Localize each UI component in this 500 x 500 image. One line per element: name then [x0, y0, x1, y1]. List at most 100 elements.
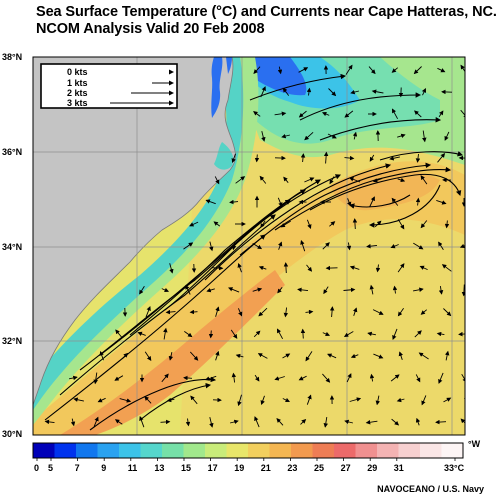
legend-arrows — [110, 69, 174, 106]
current-vector — [276, 328, 283, 340]
map-area — [33, 57, 474, 435]
current-vector — [254, 374, 260, 382]
inner-shelf — [33, 57, 244, 410]
current-vector — [418, 352, 429, 360]
colorbar-cell — [119, 443, 141, 458]
current-vector — [252, 287, 263, 292]
colorbar-label: 5 — [48, 463, 53, 473]
current-vector — [144, 351, 152, 361]
current-vector — [305, 309, 314, 315]
longitude-unit-label: °W — [468, 439, 481, 449]
current-vector — [229, 419, 239, 425]
current-vector — [375, 264, 381, 273]
colorbar-tick-labels: 0 5 7 9 11 13 15 17 19 21 23 25 27 29 31 33°C — [34, 458, 465, 473]
current-vector — [414, 110, 422, 118]
legend-label-0kts: 0 kts — [67, 67, 88, 77]
current-vector — [421, 395, 427, 406]
current-vector — [235, 353, 244, 359]
current-vector — [420, 220, 428, 229]
current-vector — [369, 196, 375, 208]
colorbar-cell — [269, 443, 292, 458]
current-vector — [391, 67, 398, 73]
current-vector — [323, 151, 329, 164]
current-vector — [391, 108, 398, 120]
current-vector — [215, 350, 220, 361]
current-vector — [344, 419, 354, 425]
current-vector — [350, 89, 360, 95]
colorbar-label: 21 — [261, 463, 271, 473]
current-vector — [369, 284, 375, 295]
current-vector — [190, 395, 198, 405]
current-vector — [353, 307, 358, 316]
current-vector — [304, 131, 314, 141]
current-vector — [435, 419, 447, 425]
source-credit: NAVOCEANO / U.S. Navy — [377, 484, 484, 494]
colorbar-label: 27 — [341, 463, 351, 473]
land-mass — [33, 57, 236, 406]
current-vector — [304, 177, 315, 183]
current-vector — [306, 264, 313, 272]
current-vector — [413, 66, 422, 75]
current-vector — [438, 372, 444, 384]
current-vector — [283, 176, 289, 183]
current-vector — [300, 418, 307, 425]
current-vector — [274, 376, 285, 381]
current-vector — [258, 307, 268, 317]
current-vector — [322, 242, 330, 250]
current-vector — [460, 418, 465, 424]
current-vector — [460, 64, 465, 73]
current-vector — [114, 419, 123, 425]
current-vector — [254, 416, 260, 428]
current-vector — [280, 220, 291, 228]
current-vector — [305, 351, 313, 362]
current-vector — [349, 265, 360, 270]
current-vector — [467, 265, 474, 271]
lat-label-30: 30°N — [2, 429, 22, 439]
current-vector — [282, 397, 291, 403]
current-vector — [274, 111, 287, 116]
legend-box — [40, 63, 178, 109]
current-vector — [228, 287, 240, 293]
colorbar-label: 15 — [181, 463, 191, 473]
colorbar-cell — [312, 443, 335, 458]
current-vector — [189, 351, 199, 361]
current-vector — [415, 417, 421, 426]
current-vector — [254, 154, 260, 163]
current-vector — [168, 351, 174, 361]
current-vector — [257, 353, 268, 359]
lat-label-36: 36°N — [2, 147, 22, 157]
current-vector — [415, 153, 421, 163]
colorbar-cell — [140, 443, 163, 458]
current-vector — [421, 87, 427, 96]
current-vector — [366, 243, 378, 249]
colorbar-label: 0 — [34, 463, 39, 473]
current-vector — [237, 394, 242, 407]
current-vector — [321, 111, 330, 117]
current-vector — [461, 373, 465, 383]
temperature-colorbar: 0 5 7 9 11 13 15 17 19 21 23 25 27 29 31 33°C °W — [32, 439, 481, 473]
current-vector — [189, 309, 198, 315]
warm-eddy — [330, 169, 440, 211]
current-vector — [437, 67, 446, 73]
current-vector — [352, 131, 358, 140]
current-vector — [282, 353, 291, 359]
current-vector — [322, 331, 331, 337]
colorbar-label: 11 — [128, 463, 138, 473]
colorbar-cell — [291, 443, 313, 458]
legend-label-1kts: 1 kts — [67, 78, 88, 88]
colorbar-label: 29 — [367, 463, 377, 473]
current-vector — [467, 134, 472, 139]
current-vector — [397, 308, 404, 317]
current-vector — [392, 285, 398, 294]
current-vector — [163, 327, 168, 340]
colorbar-cell — [355, 443, 378, 458]
current-vector — [253, 330, 261, 338]
current-vector — [93, 372, 98, 385]
current-vector — [306, 87, 312, 96]
colorbar-cell — [377, 443, 399, 458]
current-vector — [183, 242, 194, 250]
current-vector — [390, 244, 399, 249]
colorbar-cell — [226, 443, 249, 458]
current-vector — [44, 419, 55, 425]
speed-legend: 0 kts 1 kts 2 kts 3 kts — [40, 63, 178, 109]
